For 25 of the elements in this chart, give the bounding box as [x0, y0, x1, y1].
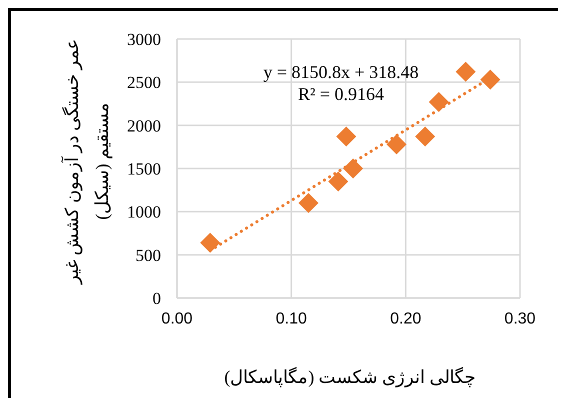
point	[336, 126, 356, 147]
x-tick-label: 0.10	[276, 310, 308, 328]
y-tick-label: 1000	[127, 202, 161, 222]
y-tick-label: 3000	[127, 30, 161, 50]
point	[343, 158, 364, 178]
point	[386, 134, 407, 154]
y-axis-title: عمر خستگی در آزمون کشش غیر مستقیم (سیکل)	[60, 37, 114, 287]
y-tick-label: 500	[136, 246, 161, 265]
y-tick-label: 1500	[127, 160, 161, 179]
point	[456, 62, 476, 82]
point	[298, 193, 318, 214]
point	[200, 232, 220, 253]
x-tick-label: 0.20	[390, 310, 422, 328]
x-tick-label: 0.30	[504, 310, 536, 328]
point	[428, 92, 449, 112]
x-axis-title: چگالی انرژی شکست (مگاپاسکال)	[223, 366, 477, 388]
point	[328, 171, 348, 192]
point	[415, 126, 436, 147]
y-tick-label: 2500	[127, 73, 161, 92]
x-tick-label: 0.00	[161, 310, 193, 328]
annotation: R² = 0.9164	[296, 83, 386, 105]
annotation: y = 8150.8x + 318.48	[262, 61, 420, 83]
y-tick-label: 0	[152, 289, 161, 308]
point	[480, 70, 500, 90]
y-tick-label: 2000	[127, 116, 161, 136]
